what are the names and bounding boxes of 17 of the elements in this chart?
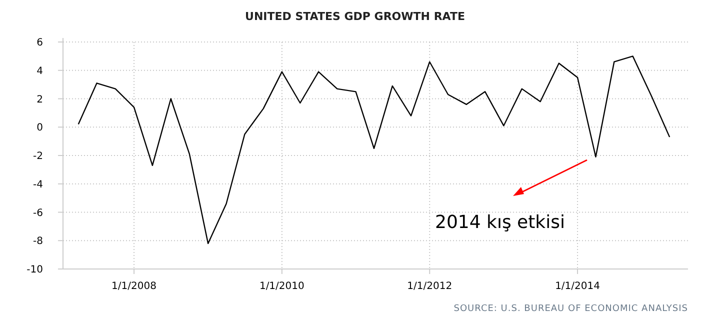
- source-note: SOURCE: U.S. BUREAU OF ECONOMIC ANALYSIS: [454, 304, 688, 314]
- y-tick-label: -10: [26, 264, 43, 276]
- y-tick-label: 2: [36, 94, 43, 106]
- y-tick-label: -2: [33, 151, 43, 162]
- x-tick-label: 1/1/2008: [112, 281, 156, 292]
- annotation: 2014 kış etkisi: [435, 212, 565, 233]
- x-tick-label: 1/1/2014: [555, 281, 600, 292]
- line-series: [78, 56, 670, 244]
- chart-title: UNITED STATES GDP GROWTH RATE: [245, 10, 465, 23]
- y-tick-label: -8: [33, 236, 43, 248]
- y-tick-label: 0: [36, 122, 43, 134]
- y-tick-label: 6: [36, 38, 43, 48]
- x-tick-label: 1/1/2012: [407, 281, 452, 292]
- y-tick-label: 4: [36, 66, 43, 77]
- y-tick-label: -4: [33, 179, 43, 190]
- y-tick-label: -6: [33, 208, 43, 219]
- x-tick-label: 1/1/2010: [259, 281, 304, 292]
